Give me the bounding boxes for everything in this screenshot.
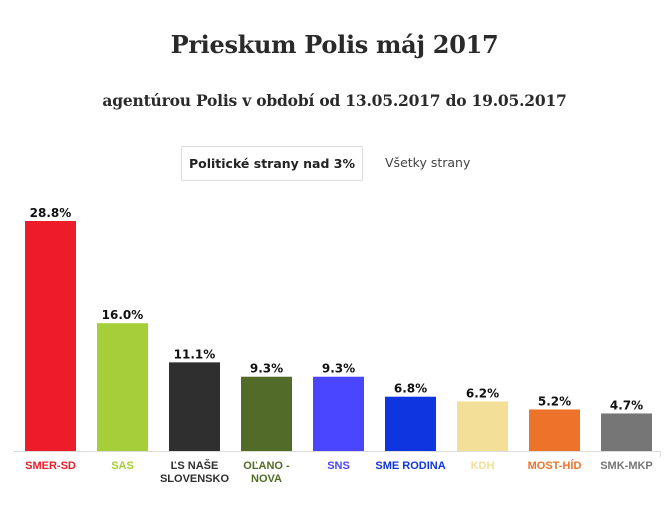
labels-group: 28.8% SMER-SD 16.0% SAS 11.1% ĽS NAŠESLOVENSK… — [25, 206, 653, 485]
bars-group — [25, 221, 652, 451]
bar-4[interactable] — [313, 376, 364, 451]
filter-tabs: Politické strany nad 3% Všetky strany — [181, 146, 470, 181]
tab-parties-above-3[interactable]: Politické strany nad 3% — [181, 146, 363, 181]
bar-1[interactable] — [97, 323, 148, 451]
value-label: 28.8% — [30, 206, 72, 220]
bar-3[interactable] — [241, 376, 292, 451]
value-label: 6.8% — [394, 382, 427, 396]
category-label: SNS — [327, 460, 350, 472]
value-label: 4.7% — [610, 398, 643, 412]
category-label: NOVA — [251, 473, 282, 485]
chart-title: Prieskum Polis máj 2017 — [170, 30, 499, 59]
value-label: 16.0% — [102, 308, 144, 322]
bar-0[interactable] — [25, 221, 76, 451]
value-label: 9.3% — [322, 362, 355, 376]
bar-5[interactable] — [385, 396, 436, 451]
category-label: SLOVENSKO — [160, 473, 230, 485]
bar-7[interactable] — [529, 409, 580, 451]
bar-6[interactable] — [457, 401, 508, 451]
category-label: OĽANO - — [243, 460, 290, 472]
bar-8[interactable] — [601, 413, 652, 451]
value-label: 6.2% — [466, 386, 499, 400]
category-label: SMER-SD — [25, 460, 76, 472]
chart-subtitle: agentúrou Polis v období od 13.05.2017 d… — [102, 91, 567, 110]
tab-all-parties[interactable]: Všetky strany — [385, 155, 471, 170]
category-label: KDH — [471, 460, 495, 472]
category-label: SAS — [111, 460, 134, 472]
bar-2[interactable] — [169, 362, 220, 451]
category-label: SMK-MKP — [600, 460, 653, 472]
category-label: ĽS NAŠE — [171, 459, 219, 472]
category-label: SME RODINA — [375, 460, 445, 472]
value-label: 9.3% — [250, 362, 283, 376]
category-label: MOST-HÍD — [528, 459, 582, 472]
value-label: 11.1% — [174, 347, 216, 361]
value-label: 5.2% — [538, 394, 571, 408]
